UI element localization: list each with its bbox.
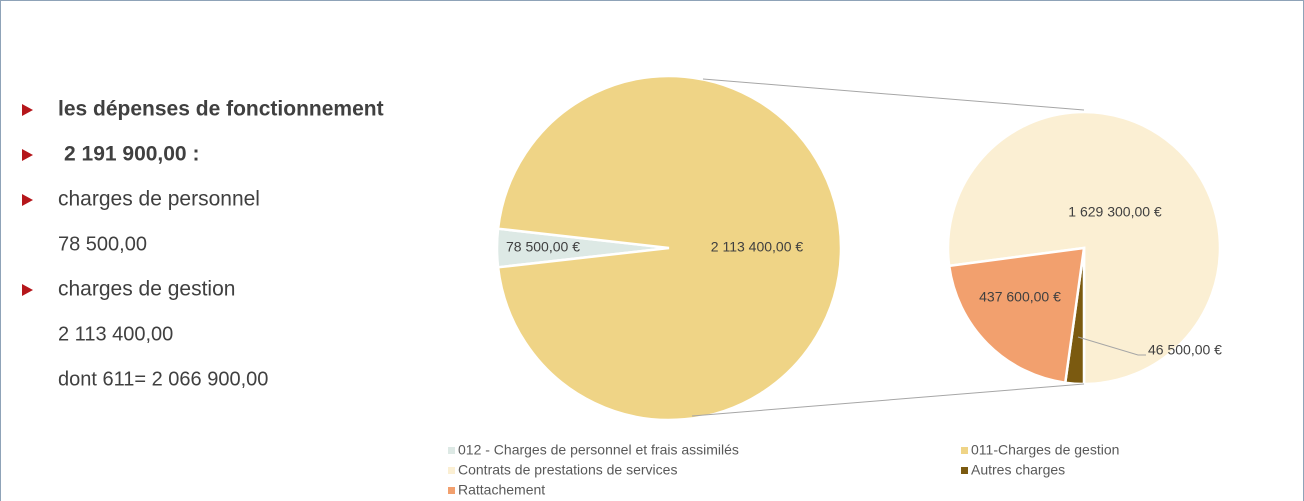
bullet-text: 2 191 900,00 : xyxy=(64,143,199,166)
legend-label: Autres charges xyxy=(971,462,1065,478)
bullet-text: charges de gestion xyxy=(58,278,235,301)
legend-label: Contrats de prestations de services xyxy=(458,462,677,478)
connector xyxy=(691,383,1085,417)
pie-slice xyxy=(947,246,1086,385)
bullet-text: les dépenses de fonctionnement xyxy=(58,98,384,121)
pie-slice xyxy=(496,74,843,422)
data-label: 1 629 300,00 € xyxy=(1068,204,1162,220)
data-label: 2 113 400,00 € xyxy=(711,239,804,255)
connector xyxy=(702,78,1085,111)
data-label: 78 500,00 € xyxy=(506,239,580,255)
bullet-text: charges de personnel xyxy=(58,188,260,211)
data-label: 437 600,00 € xyxy=(979,289,1061,305)
bullet-subtext: dont 611= 2 066 900,00 xyxy=(58,368,268,390)
bullet-subtext: 78 500,00 xyxy=(58,233,147,255)
bullet-marker xyxy=(22,284,33,296)
legend-label: 012 - Charges de personnel et frais assi… xyxy=(458,442,739,458)
legend-swatch xyxy=(448,487,455,494)
legend-label: 011-Charges de gestion xyxy=(971,442,1119,458)
legend-swatch xyxy=(961,467,968,474)
bullet-marker xyxy=(22,104,33,116)
legend-swatch xyxy=(448,447,455,454)
legend-label: Rattachement xyxy=(458,482,545,498)
legend-swatch xyxy=(961,447,968,454)
bullet-marker xyxy=(22,149,33,161)
bullet-marker xyxy=(22,194,33,206)
data-label: 46 500,00 € xyxy=(1148,342,1222,358)
legend-swatch xyxy=(448,467,455,474)
bullet-subtext: 2 113 400,00 xyxy=(58,323,173,345)
leader-line xyxy=(1077,336,1146,356)
